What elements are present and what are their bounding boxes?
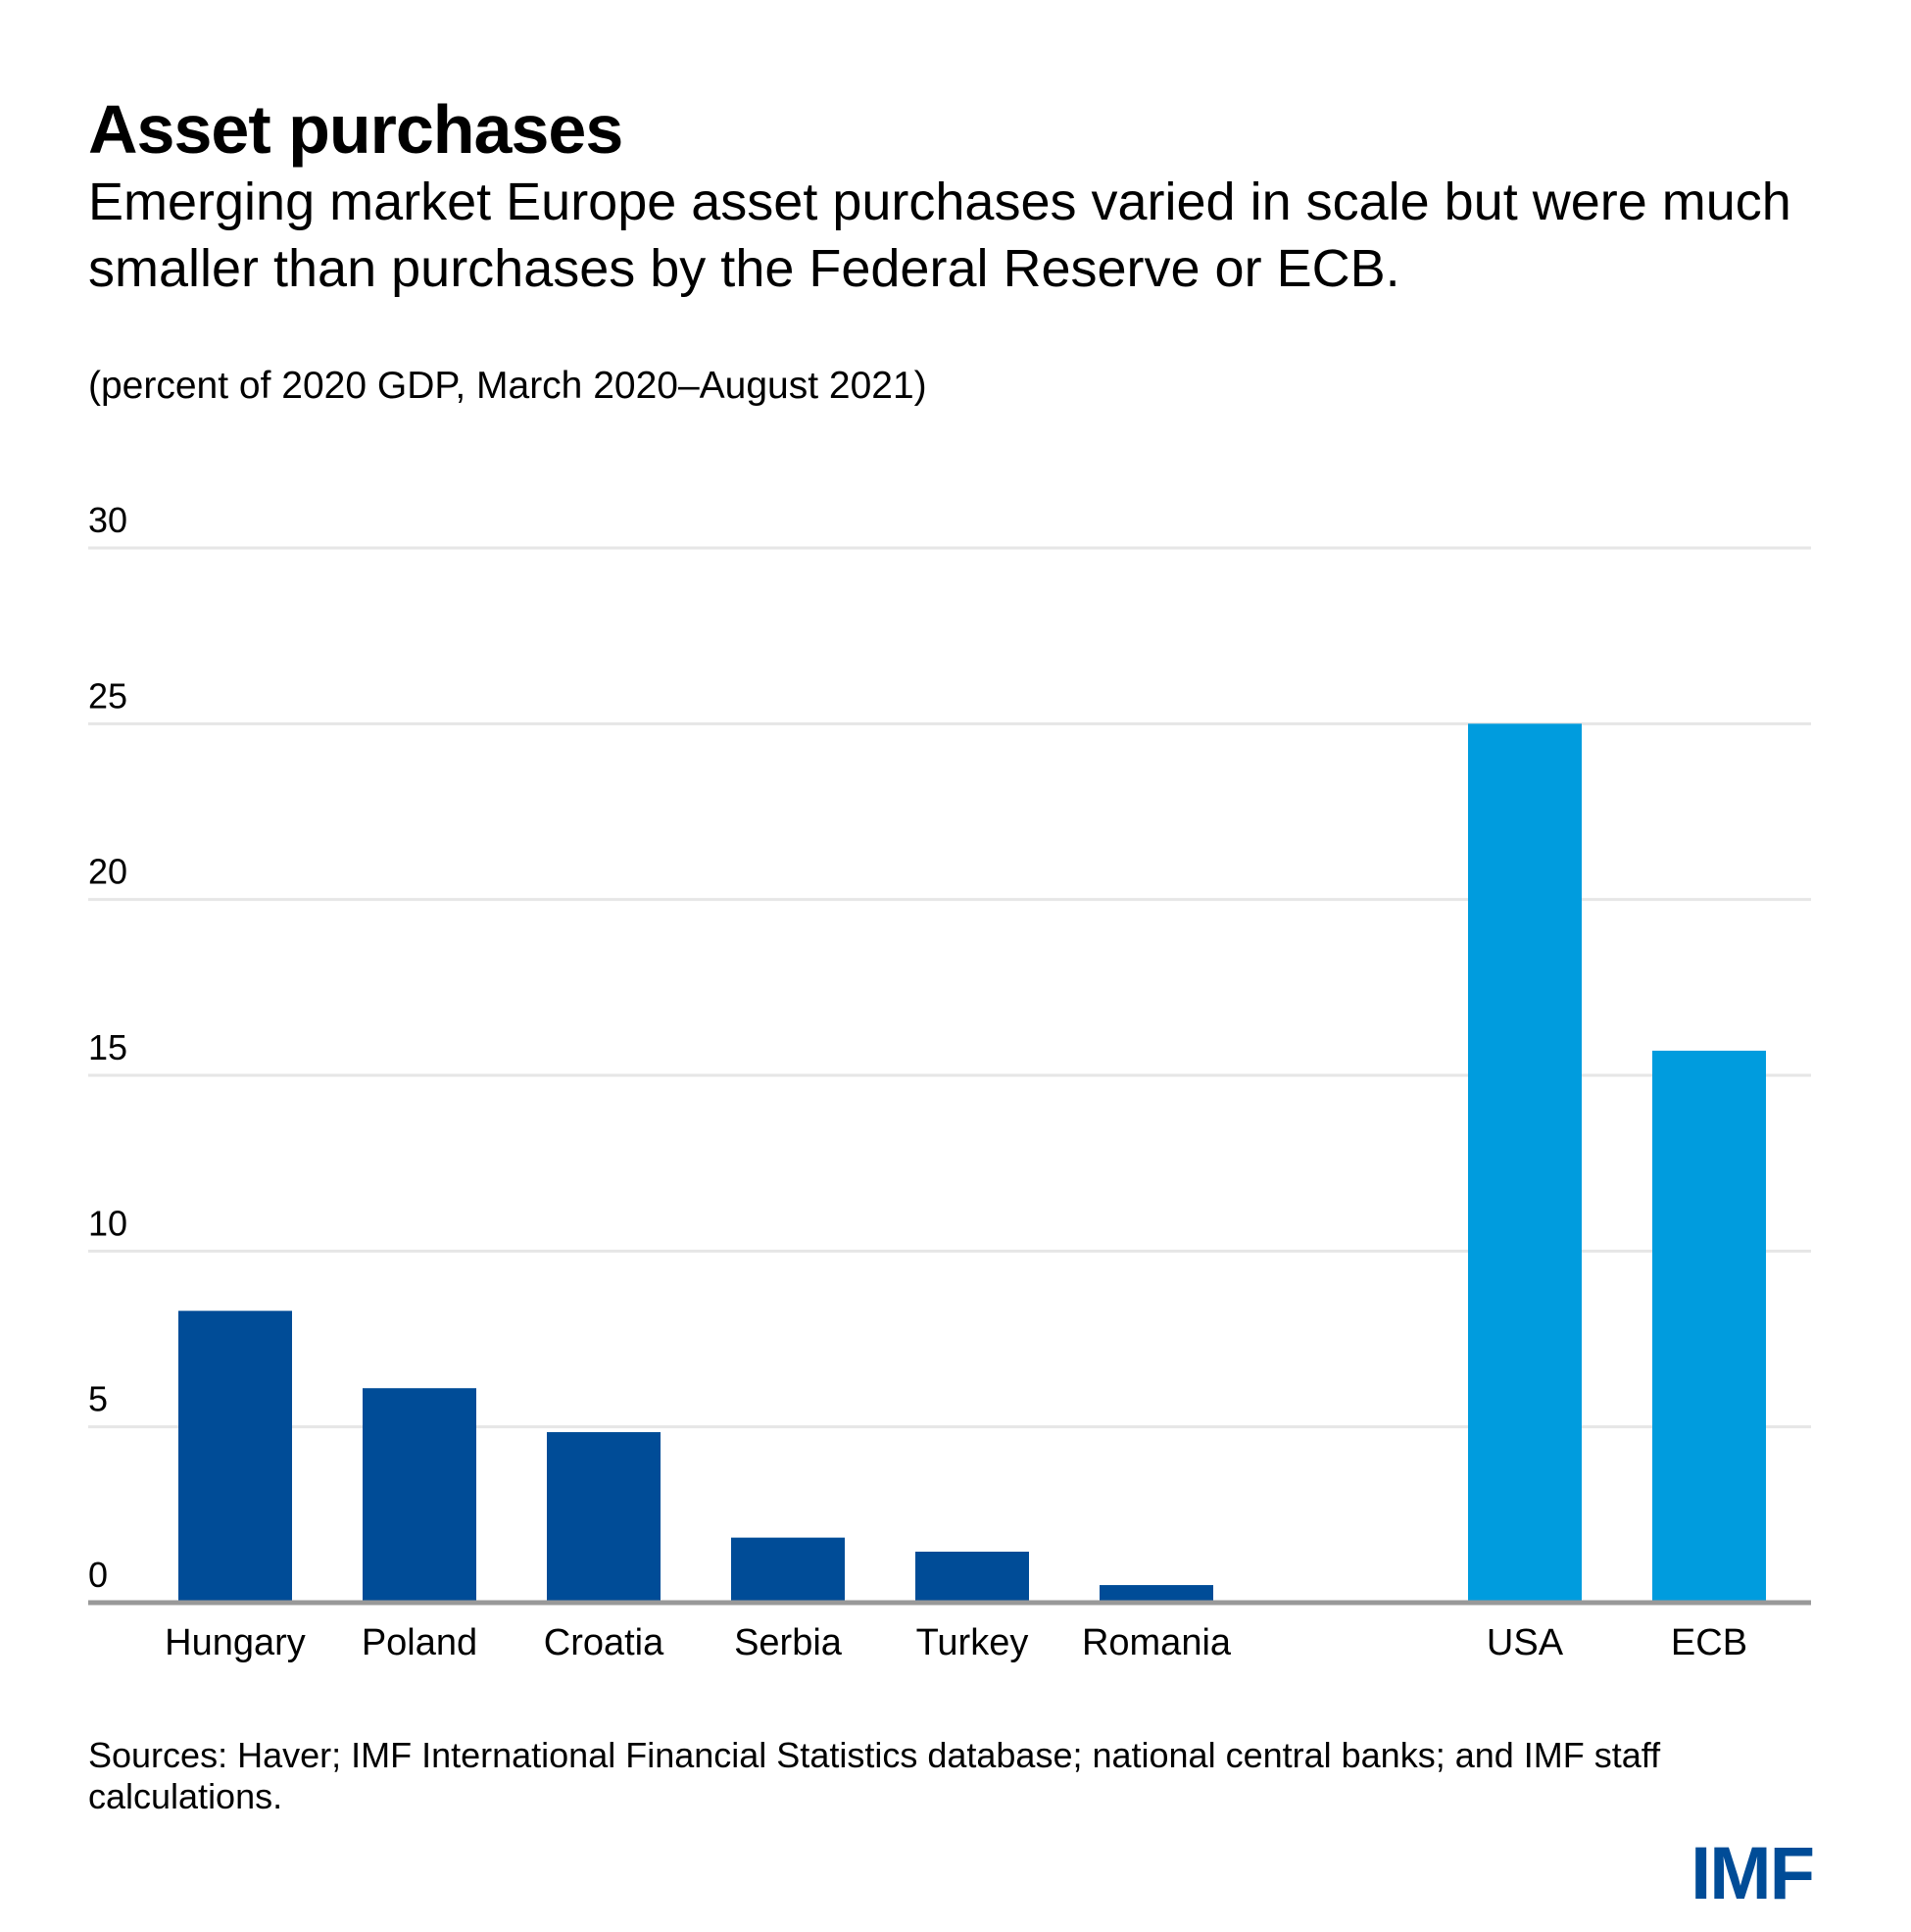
bar-poland [363,1388,476,1603]
y-tick-label: 5 [88,1379,108,1419]
y-tick-label: 15 [88,1027,127,1067]
x-tick-label: Turkey [916,1622,1029,1663]
bar-ecb [1652,1050,1766,1603]
bar-croatia [547,1432,661,1603]
x-tick-label: Croatia [544,1622,664,1663]
y-tick-label: 0 [88,1555,108,1595]
imf-logo: IMF [1690,1832,1815,1915]
x-tick-label: Romania [1082,1622,1232,1663]
bar-turkey [915,1551,1029,1603]
units-label: (percent of 2020 GDP, March 2020–August … [88,365,927,407]
bar-hungary [178,1311,292,1603]
source-note: Sources: Haver; IMF International Financ… [88,1735,1661,1816]
x-tick-label: Poland [362,1622,477,1663]
y-tick-label: 30 [88,500,127,540]
x-tick-label: ECB [1671,1622,1747,1663]
y-tick-label: 25 [88,675,127,716]
y-tick-label: 10 [88,1203,127,1243]
x-tick-label: USA [1487,1622,1564,1663]
bar-usa [1468,723,1582,1603]
chart-title: Asset purchases [88,91,623,168]
bar-serbia [731,1537,845,1603]
chart-subtitle: Emerging market Europe asset purchases v… [88,173,1791,298]
x-tick-label: Serbia [734,1622,843,1663]
x-tick-label: Hungary [165,1622,306,1663]
bar-romania [1100,1585,1213,1603]
y-tick-label: 20 [88,852,127,892]
